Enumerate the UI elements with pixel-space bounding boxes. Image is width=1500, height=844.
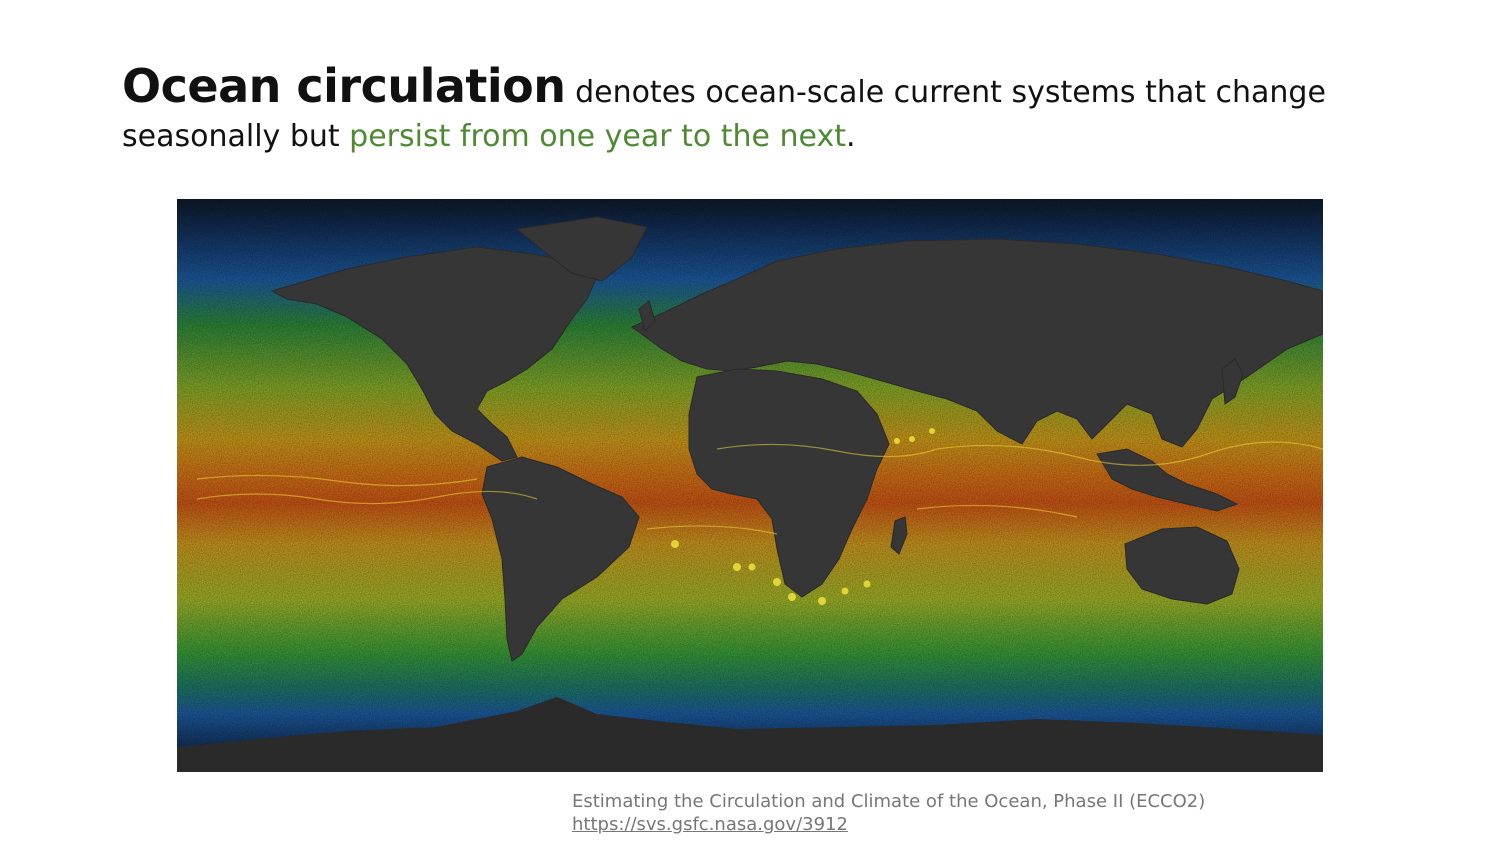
uk bbox=[638, 300, 656, 332]
heading-highlight: persist from one year to the next bbox=[349, 119, 846, 154]
eddy-markers bbox=[671, 428, 935, 605]
figure-caption: Estimating the Circulation and Climate o… bbox=[572, 790, 1205, 836]
africa bbox=[688, 368, 890, 598]
map-graphic bbox=[177, 199, 1323, 772]
southeast-asia-islands bbox=[1096, 448, 1239, 512]
caption-source: Estimating the Circulation and Climate o… bbox=[572, 791, 1206, 812]
caption-link[interactable]: https://svs.gsfc.nasa.gov/3912 bbox=[572, 814, 848, 835]
heading-text: denotes ocean-scale current systems that… bbox=[122, 75, 1326, 154]
south-america bbox=[481, 456, 640, 662]
slide-heading: Ocean circulation denotes ocean-scale cu… bbox=[122, 63, 1412, 159]
ocean-currents-map bbox=[177, 199, 1323, 772]
heading-term: Ocean circulation bbox=[122, 59, 566, 113]
landmasses bbox=[270, 216, 1323, 662]
eurasia bbox=[631, 238, 1323, 448]
current-swirls bbox=[196, 441, 1323, 535]
antarctica bbox=[177, 697, 1323, 772]
madagascar bbox=[890, 516, 908, 555]
heading-end: . bbox=[845, 119, 856, 154]
japan bbox=[1221, 358, 1244, 405]
australia bbox=[1124, 526, 1240, 605]
greenland bbox=[515, 216, 648, 282]
